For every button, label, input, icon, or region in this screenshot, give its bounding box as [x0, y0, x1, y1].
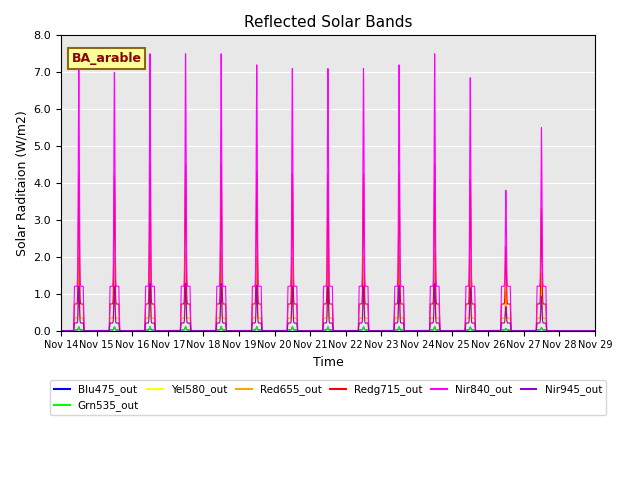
Redg715_out [473, 328, 481, 334]
Nir945_out [398, 320, 406, 326]
Red655_out [591, 328, 598, 334]
Nir840_out [398, 283, 406, 289]
Blu475_out [591, 328, 598, 334]
Yel580_out [591, 328, 598, 334]
Red655_out [458, 328, 466, 334]
Nir945_out [493, 328, 501, 334]
Blu475_out [473, 328, 481, 334]
Grn535_out [398, 327, 406, 333]
Yel580_out [398, 320, 406, 326]
Legend: Blu475_out, Grn535_out, Yel580_out, Red655_out, Redg715_out, Nir840_out, Nir945_: Blu475_out, Grn535_out, Yel580_out, Red6… [50, 380, 606, 416]
Nir840_out [493, 328, 501, 334]
Red655_out [486, 328, 494, 334]
Redg715_out [591, 328, 598, 334]
Grn535_out [473, 328, 481, 334]
Grn535_out [458, 328, 466, 334]
Red655_out [398, 315, 406, 321]
X-axis label: Time: Time [312, 356, 343, 369]
Grn535_out [57, 328, 65, 334]
Yel580_out [146, 281, 154, 287]
Grn535_out [591, 328, 598, 334]
Blu475_out [57, 328, 65, 334]
Yel580_out [85, 328, 93, 334]
Nir840_out [591, 328, 598, 334]
Nir840_out [85, 328, 93, 334]
Y-axis label: Solar Raditaion (W/m2): Solar Raditaion (W/m2) [15, 110, 28, 256]
Nir945_out [57, 328, 65, 334]
Yel580_out [57, 328, 65, 334]
Red655_out [557, 328, 565, 334]
Redg715_out [146, 162, 154, 168]
Nir945_out [473, 328, 481, 334]
Red655_out [85, 328, 93, 334]
Nir945_out [85, 328, 93, 334]
Red655_out [146, 250, 154, 256]
Red655_out [57, 328, 65, 334]
Red655_out [473, 328, 481, 334]
Nir840_out [486, 328, 494, 334]
Line: Grn535_out: Grn535_out [61, 327, 595, 331]
Redg715_out [57, 328, 65, 334]
Red655_out [493, 328, 501, 334]
Grn535_out [85, 328, 93, 334]
Nir945_out [458, 328, 466, 334]
Nir840_out [473, 328, 481, 334]
Blu475_out [85, 328, 93, 334]
Yel580_out [473, 328, 481, 334]
Nir840_out [146, 51, 154, 57]
Grn535_out [146, 324, 154, 330]
Redg715_out [557, 328, 565, 334]
Nir945_out [557, 328, 565, 334]
Line: Redg715_out: Redg715_out [61, 165, 595, 331]
Grn535_out [486, 328, 494, 334]
Blu475_out [398, 327, 406, 333]
Line: Yel580_out: Yel580_out [61, 284, 595, 331]
Line: Nir840_out: Nir840_out [61, 54, 595, 331]
Grn535_out [493, 328, 501, 334]
Redg715_out [398, 301, 406, 307]
Redg715_out [486, 328, 494, 334]
Line: Blu475_out: Blu475_out [61, 327, 595, 331]
Yel580_out [458, 328, 466, 334]
Nir840_out [57, 328, 65, 334]
Blu475_out [486, 328, 494, 334]
Line: Red655_out: Red655_out [61, 253, 595, 331]
Blu475_out [146, 324, 154, 330]
Text: BA_arable: BA_arable [72, 52, 141, 65]
Yel580_out [493, 328, 501, 334]
Redg715_out [458, 328, 466, 334]
Blu475_out [458, 328, 466, 334]
Blu475_out [557, 328, 565, 334]
Blu475_out [493, 328, 501, 334]
Redg715_out [85, 328, 93, 334]
Nir945_out [486, 328, 494, 334]
Nir945_out [591, 328, 598, 334]
Nir840_out [557, 328, 565, 334]
Yel580_out [486, 328, 494, 334]
Grn535_out [557, 328, 565, 334]
Nir945_out [146, 281, 154, 287]
Nir840_out [458, 328, 466, 334]
Yel580_out [557, 328, 565, 334]
Redg715_out [493, 328, 501, 334]
Title: Reflected Solar Bands: Reflected Solar Bands [244, 15, 412, 30]
Line: Nir945_out: Nir945_out [61, 284, 595, 331]
